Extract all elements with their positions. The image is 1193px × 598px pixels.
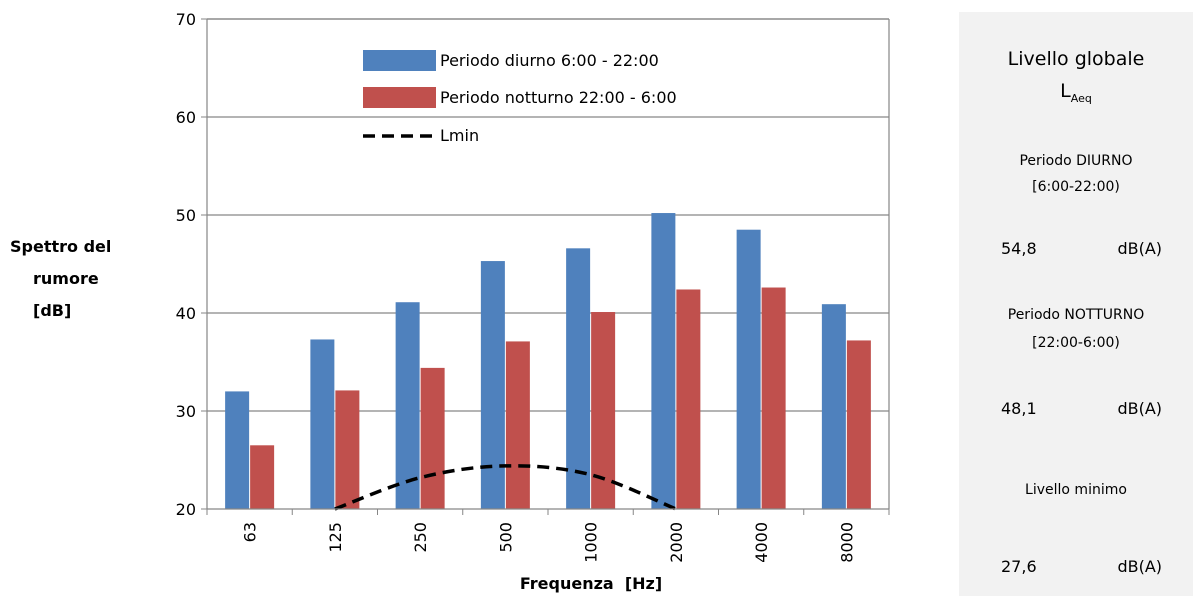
x-tick-label: 2000 <box>667 522 686 563</box>
legend-label-day: Periodo diurno 6:00 - 22:00 <box>440 51 659 70</box>
bar-day-8000 <box>821 304 846 509</box>
y-axis-title-line-1: Spettro del <box>10 237 111 256</box>
lmin-line <box>334 464 677 511</box>
x-tick-label: 500 <box>496 522 515 553</box>
y-tick-label: 20 <box>176 500 196 519</box>
bar-night-500 <box>505 341 530 509</box>
y-axis-title: Spettro del rumore [dB] <box>10 237 111 320</box>
x-tick-labels: 63 125 250 500 1000 2000 4000 8000 <box>241 522 857 563</box>
bar-day-125 <box>310 339 335 509</box>
bar-night-63 <box>250 445 275 509</box>
bar-day-250 <box>395 302 420 509</box>
night-period-range: [22:00-6:00) <box>1032 335 1120 351</box>
y-tick-labels: 20 30 40 50 60 70 <box>176 10 196 519</box>
x-tick-label: 4000 <box>752 522 771 563</box>
min-level-value: 27,6 <box>1001 557 1037 576</box>
x-tick-label: 63 <box>241 522 260 542</box>
y-axis-title-line-2: rumore <box>33 269 99 288</box>
axes <box>206 18 890 515</box>
bar-night-2000 <box>676 289 701 509</box>
bar-day-4000 <box>736 229 761 509</box>
min-level-label: Livello minimo <box>1025 482 1127 498</box>
day-level-unit: dB(A) <box>1117 239 1162 258</box>
panel-title: Livello globale <box>1007 48 1145 70</box>
x-tick-label: 1000 <box>582 522 601 563</box>
min-level-unit: dB(A) <box>1117 557 1162 576</box>
laeq-label: LAeq <box>959 80 1193 105</box>
lmin-curve <box>334 464 677 511</box>
day-level-value: 54,8 <box>1001 239 1037 258</box>
noise-spectrum-chart: 20 30 40 50 60 70 63 125 250 500 1000 2000 4000 8000… <box>10 10 890 593</box>
bar-day-2000 <box>651 213 676 510</box>
x-tick-label: 8000 <box>837 522 856 563</box>
legend-label-night: Periodo notturno 22:00 - 6:00 <box>440 88 677 107</box>
x-axis-title: Frequenza [Hz] <box>520 574 662 593</box>
x-tick-label: 125 <box>326 522 345 553</box>
bar-day-500 <box>480 261 505 509</box>
bars <box>225 213 871 510</box>
night-period-label: Periodo NOTTURNO <box>1007 307 1145 323</box>
legend-swatch-night <box>363 87 436 108</box>
bar-night-250 <box>420 367 445 509</box>
day-period-label: Periodo DIURNO <box>1019 153 1133 169</box>
y-tick-label: 60 <box>176 108 196 127</box>
y-tick-label: 70 <box>176 10 196 29</box>
legend-swatch-day <box>363 50 436 71</box>
bar-night-8000 <box>846 340 871 509</box>
x-tick-label: 250 <box>411 522 430 553</box>
bar-day-63 <box>225 391 250 509</box>
legend: Periodo diurno 6:00 - 22:00 Periodo nott… <box>363 50 677 145</box>
laeq-sub: Aeq <box>1070 91 1092 105</box>
laeq-main: L <box>1060 80 1071 102</box>
y-axis-title-line-3: [dB] <box>33 301 71 320</box>
bar-night-125 <box>335 390 360 509</box>
day-period-range: [6:00-22:00) <box>1032 179 1120 195</box>
legend-label-lmin: Lmin <box>440 126 479 145</box>
night-level-value: 48,1 <box>1001 399 1037 418</box>
y-tick-label: 50 <box>176 206 196 225</box>
y-tick-label: 40 <box>176 304 196 323</box>
bar-night-4000 <box>761 287 786 509</box>
y-tick-label: 30 <box>176 402 196 421</box>
bar-day-1000 <box>566 248 591 509</box>
global-level-panel: Livello globale LAeq Periodo DIURNO [6:0… <box>959 12 1193 596</box>
night-level-unit: dB(A) <box>1117 399 1162 418</box>
